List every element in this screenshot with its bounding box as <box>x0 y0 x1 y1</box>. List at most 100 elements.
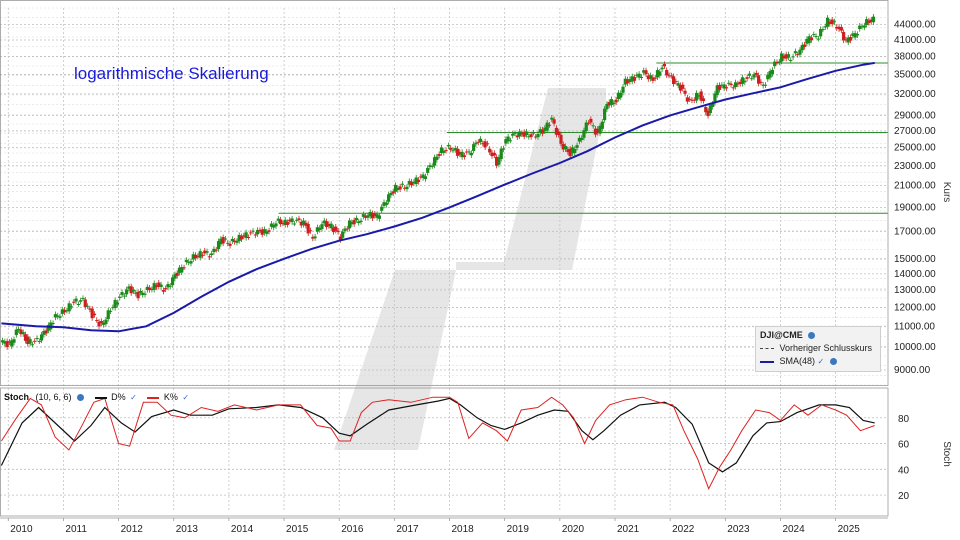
candle-body <box>632 77 637 81</box>
candle-body <box>435 156 439 160</box>
candle-body <box>830 19 834 25</box>
check-icon[interactable]: ✓ <box>130 393 137 402</box>
stoch-axis-label: Stoch <box>941 441 952 467</box>
candle-body <box>736 83 740 85</box>
candle-body <box>816 38 820 40</box>
candle-body <box>216 241 221 250</box>
candle-body <box>566 149 570 153</box>
candle-body <box>554 127 558 135</box>
candle-body <box>745 77 749 79</box>
candle-body <box>596 128 600 133</box>
candle-body <box>869 19 873 23</box>
candle-body <box>619 93 623 98</box>
candle-body <box>375 214 379 218</box>
candle-body <box>313 236 317 239</box>
candle-body <box>784 54 788 59</box>
candle-body <box>451 150 455 152</box>
settings-icon[interactable] <box>829 358 837 366</box>
candle-body <box>607 102 611 106</box>
candle-body <box>152 283 156 290</box>
candle-body <box>396 187 400 191</box>
candle-body <box>504 139 508 144</box>
candle-body <box>573 148 577 154</box>
settings-icon[interactable] <box>77 394 85 402</box>
stoch-legend-k: K% <box>163 392 178 402</box>
candle-body <box>819 28 823 37</box>
candle-body <box>823 26 827 28</box>
chart-title: logarithmische Skalierung <box>74 64 269 83</box>
axes <box>0 0 889 519</box>
candle-body <box>531 132 536 134</box>
candle-body <box>724 87 729 89</box>
price-legend: DJI@CME Vorheriger Schlusskurs SMA(48) ✓ <box>755 326 881 372</box>
candle-body <box>428 165 432 168</box>
candle-body <box>265 231 269 234</box>
candle-body <box>58 316 62 318</box>
stoch-gridlines <box>0 417 888 496</box>
candle-body <box>467 151 471 153</box>
candle-body <box>99 321 103 324</box>
candle-body <box>285 222 290 225</box>
candle-body <box>729 83 733 86</box>
candle-body <box>426 167 430 173</box>
check-icon[interactable]: ✓ <box>817 357 825 366</box>
candle-body <box>851 33 855 36</box>
candle-body <box>731 87 735 89</box>
candle-body <box>324 221 329 228</box>
legend-sma-label: SMA(48) <box>779 356 816 366</box>
candle-body <box>867 20 871 23</box>
candle-body <box>665 69 669 76</box>
candle-body <box>547 124 552 126</box>
candle-body <box>256 229 260 235</box>
candle-body <box>171 277 175 286</box>
candle-body <box>796 54 800 56</box>
candle-body <box>699 91 703 101</box>
candle-body <box>85 305 90 307</box>
candle-body <box>120 292 124 295</box>
candle-body <box>683 90 687 94</box>
candle-body <box>589 118 593 123</box>
candle-body <box>60 309 64 314</box>
candle-body <box>577 137 581 142</box>
price-tick-label: 23000.00 <box>894 161 936 172</box>
candle-body <box>513 133 517 135</box>
check-icon[interactable]: ✓ <box>182 393 190 402</box>
candle-body <box>187 261 191 263</box>
candle-body <box>343 228 347 231</box>
candle-body <box>472 144 476 151</box>
candle-body <box>669 75 673 77</box>
candle-body <box>499 148 503 159</box>
year-tick-label: 2014 <box>231 524 254 535</box>
candle-body <box>51 322 55 324</box>
candle-body <box>223 238 228 240</box>
candle-body <box>793 51 797 54</box>
candle-body <box>292 223 296 225</box>
candle-body <box>550 117 554 120</box>
candle-body <box>497 157 501 165</box>
year-tick-label: 2023 <box>727 524 750 535</box>
candle-body <box>219 238 223 245</box>
candle-body <box>338 236 342 241</box>
candle-body <box>492 152 496 156</box>
candle-body <box>648 75 653 79</box>
candle-body <box>580 137 584 140</box>
candle-body <box>347 220 352 229</box>
candle-body <box>630 76 634 82</box>
candle-body <box>676 83 680 86</box>
candle-body <box>727 82 731 84</box>
candle-body <box>56 315 60 317</box>
candle-body <box>205 251 209 253</box>
price-gridlines <box>0 7 888 386</box>
candle-body <box>715 85 719 96</box>
candle-body <box>193 254 198 259</box>
candle-body <box>465 151 469 153</box>
settings-icon[interactable] <box>808 332 816 340</box>
candle-body <box>79 300 83 302</box>
candle-body <box>839 27 843 31</box>
candle-body <box>529 134 533 138</box>
candle-body <box>368 211 372 217</box>
candle-body <box>214 249 218 251</box>
candle-body <box>127 286 131 289</box>
stoch-tick-label: 60 <box>898 440 910 451</box>
candle-body <box>274 223 278 227</box>
